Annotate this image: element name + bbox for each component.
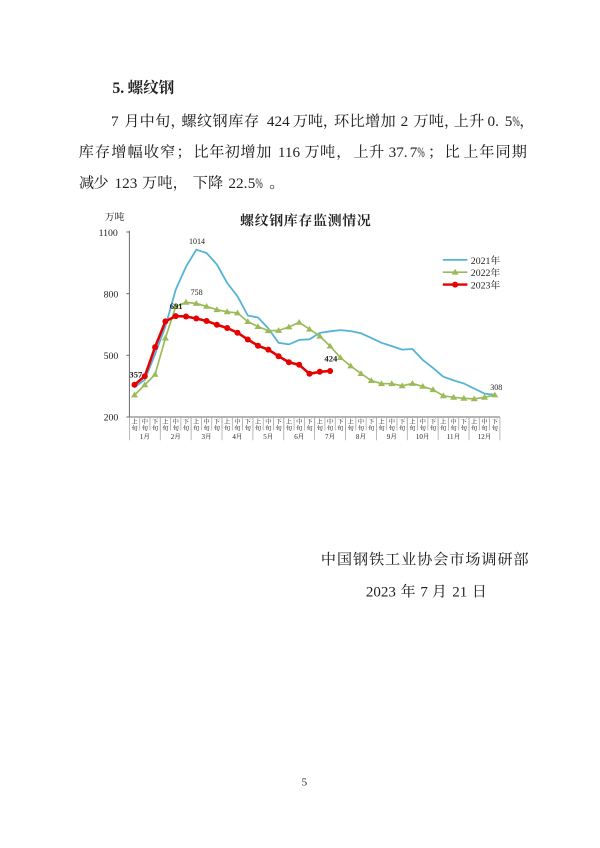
svg-text:4: 4	[232, 433, 236, 441]
svg-text:1100: 1100	[99, 228, 118, 239]
svg-text:10: 10	[416, 433, 424, 441]
svg-text:2021: 2021	[471, 256, 491, 267]
svg-text:6: 6	[294, 433, 298, 441]
svg-text:22.: 22.	[228, 175, 247, 192]
svg-text:308: 308	[490, 383, 502, 392]
svg-text:116: 116	[278, 144, 301, 161]
svg-text:1014: 1014	[189, 237, 205, 246]
svg-text:%: %	[512, 113, 520, 130]
svg-text:424: 424	[324, 353, 338, 363]
svg-text:123: 123	[115, 175, 138, 192]
svg-text:7: 7	[325, 433, 329, 441]
svg-text:5: 5	[248, 175, 256, 192]
svg-text:7: 7	[410, 144, 418, 161]
svg-text:5: 5	[263, 433, 267, 441]
svg-text:691: 691	[170, 301, 183, 311]
svg-text:2: 2	[171, 433, 175, 441]
svg-text:5: 5	[302, 776, 308, 788]
svg-text:5.: 5.	[112, 80, 124, 97]
svg-text:37.: 37.	[389, 144, 408, 161]
svg-text:500: 500	[104, 351, 119, 362]
svg-text:5: 5	[505, 113, 513, 130]
svg-text:2023: 2023	[366, 585, 396, 601]
svg-text:3: 3	[202, 433, 206, 441]
svg-text:2023: 2023	[471, 281, 491, 292]
svg-text:8: 8	[356, 433, 360, 441]
svg-text:7: 7	[111, 113, 119, 130]
svg-text:0.: 0.	[488, 113, 499, 130]
svg-text:800: 800	[104, 289, 119, 300]
svg-text:12: 12	[478, 433, 486, 441]
svg-text:2: 2	[401, 113, 409, 130]
svg-text:357: 357	[129, 370, 143, 380]
svg-text:758: 758	[191, 288, 203, 297]
svg-text:%: %	[417, 144, 425, 161]
svg-text:2022: 2022	[471, 268, 491, 279]
svg-text:9: 9	[387, 433, 391, 441]
svg-text:21: 21	[452, 585, 467, 601]
svg-text:424: 424	[267, 113, 290, 130]
svg-text:200: 200	[104, 413, 119, 424]
svg-text:7: 7	[420, 585, 428, 601]
svg-text:11: 11	[447, 433, 454, 441]
svg-text:%: %	[255, 175, 263, 192]
svg-text:1: 1	[140, 433, 144, 441]
